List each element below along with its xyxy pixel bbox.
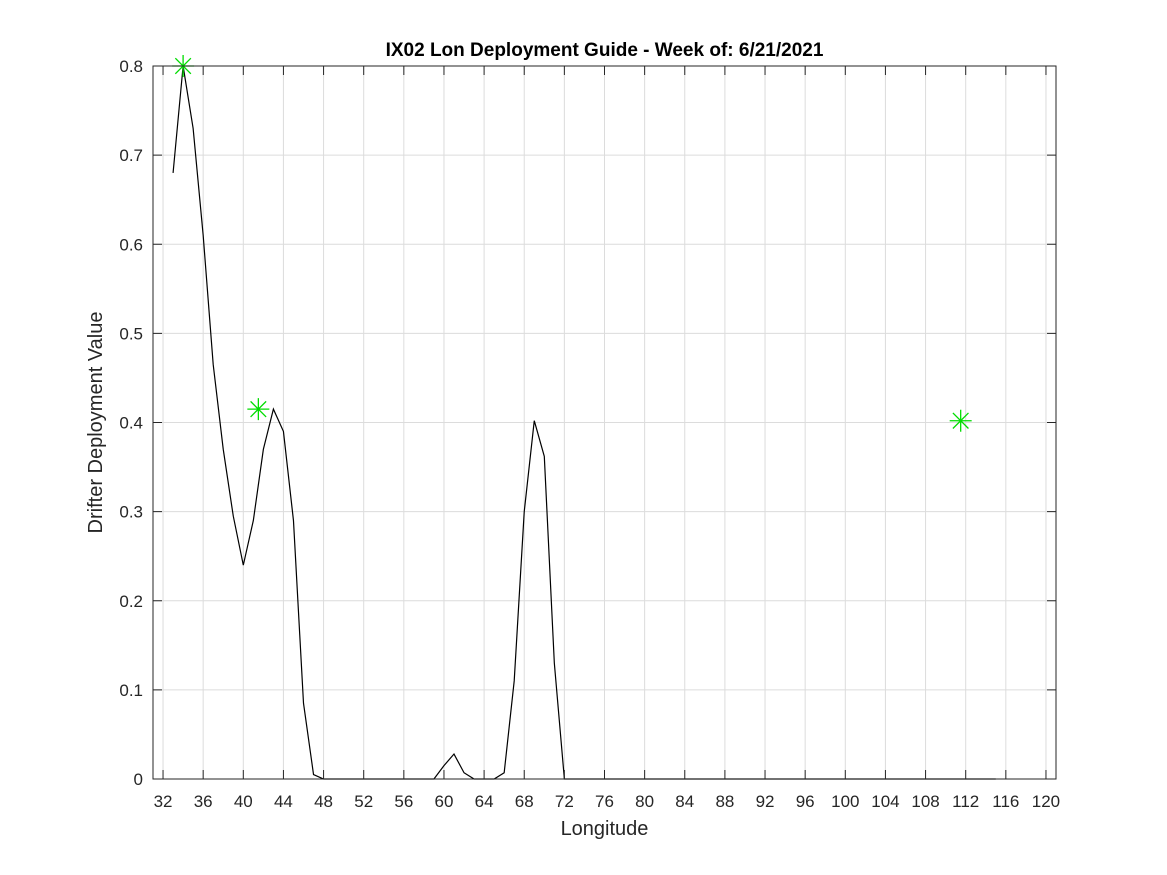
x-tick-label: 60 bbox=[435, 792, 454, 811]
y-tick-label: 0.6 bbox=[119, 235, 143, 254]
y-tick-label: 0.5 bbox=[119, 324, 143, 343]
y-tick-label: 0.2 bbox=[119, 592, 143, 611]
y-tick-label: 0.1 bbox=[119, 681, 143, 700]
x-tick-label: 44 bbox=[274, 792, 293, 811]
x-tick-label: 68 bbox=[515, 792, 534, 811]
peak-marker bbox=[949, 409, 972, 432]
y-axis-label: Drifter Deployment Value bbox=[85, 312, 107, 534]
x-axis-label: Longitude bbox=[561, 818, 649, 840]
x-tick-label: 72 bbox=[555, 792, 574, 811]
y-tick-label: 0.7 bbox=[119, 146, 143, 165]
x-tick-label: 116 bbox=[992, 792, 1019, 811]
x-tick-label: 100 bbox=[831, 792, 859, 811]
x-tick-label: 80 bbox=[635, 792, 654, 811]
x-tick-label: 120 bbox=[1032, 792, 1060, 811]
y-tick-label: 0.4 bbox=[119, 414, 143, 433]
x-tick-label: 108 bbox=[911, 792, 939, 811]
y-tick-label: 0.3 bbox=[119, 503, 143, 522]
y-tick-label: 0 bbox=[134, 770, 143, 789]
x-tick-label: 76 bbox=[595, 792, 614, 811]
peak-marker bbox=[247, 398, 270, 421]
x-tick-label: 92 bbox=[756, 792, 775, 811]
x-tick-label: 32 bbox=[154, 792, 173, 811]
y-tick-label: 0.8 bbox=[119, 57, 143, 76]
x-tick-label: 48 bbox=[314, 792, 333, 811]
x-tick-label: 52 bbox=[354, 792, 373, 811]
x-tick-label: 36 bbox=[194, 792, 213, 811]
x-tick-label: 40 bbox=[234, 792, 253, 811]
peak-marker-stroke bbox=[250, 400, 267, 418]
x-tick-label: 56 bbox=[394, 792, 413, 811]
grid bbox=[153, 65, 1056, 780]
x-tick-label: 84 bbox=[675, 792, 694, 811]
peak-marker-stroke bbox=[952, 412, 969, 429]
x-tick-label: 64 bbox=[475, 792, 494, 811]
peak-markers bbox=[172, 55, 972, 432]
x-tick-label: 104 bbox=[871, 792, 899, 811]
x-tick-label: 96 bbox=[796, 792, 815, 811]
x-tick-label: 112 bbox=[952, 792, 979, 811]
x-tick-label: 88 bbox=[715, 792, 734, 811]
chart-title: IX02 Lon Deployment Guide - Week of: 6/2… bbox=[386, 40, 824, 61]
axis-ticks: 32 36 40 44 48 52 56 60 64 68 72 76 80 84 88 92 96 100 104… bbox=[119, 57, 1060, 811]
